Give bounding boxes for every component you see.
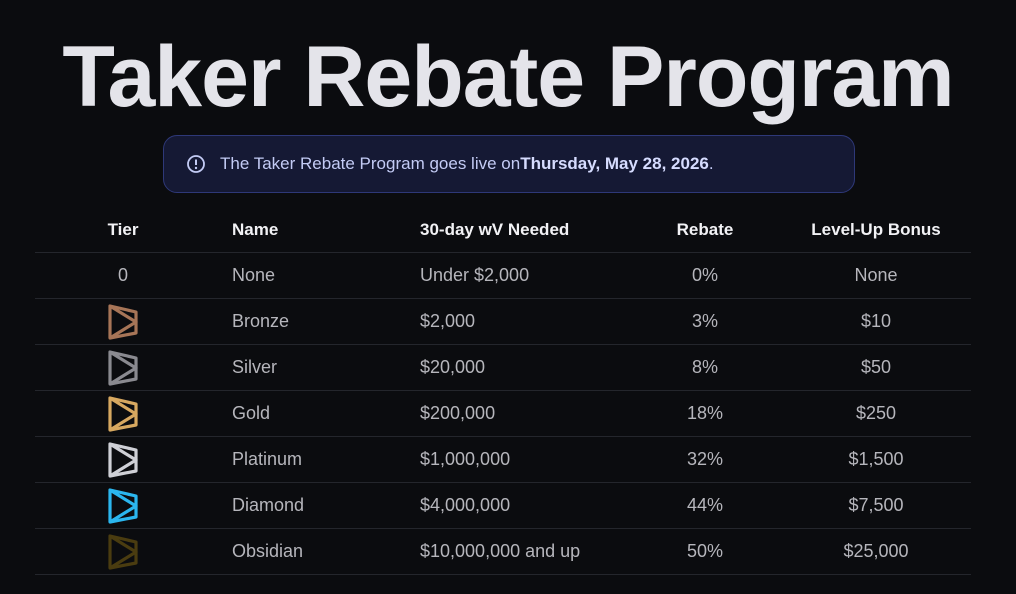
tier-row: Platinum $1,000,000 32% $1,500 (35, 437, 971, 483)
tier-cell (35, 303, 211, 341)
tier-name: Obsidian (232, 541, 304, 561)
tier-number: 0 (117, 265, 128, 285)
tier-rebate: 8% (691, 357, 718, 377)
tier-cell (35, 533, 211, 571)
banner-date: Thursday, May 28, 2026 (520, 154, 709, 173)
tier-volume: $4,000,000 (420, 495, 511, 515)
banner-text: The Taker Rebate Program goes live on (220, 154, 521, 173)
tier-rebate: 50% (686, 541, 724, 561)
column-header: Name (232, 219, 279, 239)
tier-icon (108, 441, 138, 478)
tier-bonus: $7,500 (848, 495, 904, 515)
tier-row: Bronze $2,000 3% $10 (35, 299, 971, 345)
tier-cell (35, 441, 211, 479)
tier-rebate: 3% (691, 311, 718, 331)
tier-row: Obsidian $10,000,000 and up 50% $25,000 (35, 529, 971, 575)
tier-rebate: 44% (686, 495, 724, 515)
tier-cell (35, 395, 211, 433)
tier-bonus: $50 (860, 357, 892, 377)
tier-rebate: 18% (686, 403, 724, 423)
column-header: Level-Up Bonus (811, 219, 941, 239)
tier-cell (35, 487, 211, 525)
tier-name: Gold (232, 403, 271, 423)
tier-icon (108, 487, 138, 524)
column-header: 30-day wV Needed (420, 219, 570, 239)
tier-bonus: $1,500 (848, 449, 904, 469)
tier-cell (35, 349, 211, 387)
tier-table: Tier Name 30-day wV Needed Rebate Level-Up B… (35, 207, 971, 575)
header-row: Tier Name 30-day wV Needed Rebate Level-Up B… (35, 207, 971, 253)
tier-icon (108, 395, 138, 432)
tier-icon (108, 533, 138, 570)
tier-volume: $2,000 (420, 311, 476, 331)
tier-row: Gold $200,000 18% $250 (35, 391, 971, 437)
tier-name: None (232, 265, 276, 285)
tier-row: Diamond $4,000,000 44% $7,500 (35, 483, 971, 529)
tier-name: Bronze (232, 311, 290, 331)
announcement-banner: The Taker Rebate Program goes live on Th… (163, 135, 855, 193)
tier-row: Silver $20,000 8% $50 (35, 345, 971, 391)
tier-volume: $200,000 (420, 403, 496, 423)
tier-bonus: $250 (855, 403, 897, 423)
tier-bonus: None (854, 265, 898, 285)
tier-name: Platinum (232, 449, 303, 469)
page-title: Taker Rebate Program (62, 29, 954, 125)
tier-icon (108, 349, 138, 386)
tier-rebate: 0% (691, 265, 718, 285)
info-icon (187, 155, 205, 173)
column-header: Rebate (676, 219, 734, 239)
tier-bonus: $25,000 (843, 541, 909, 561)
column-header: Tier (107, 219, 139, 239)
tier-volume: Under $2,000 (420, 265, 530, 285)
tier-volume: $1,000,000 (420, 449, 511, 469)
tier-icon (108, 303, 138, 340)
tier-rebate: 32% (686, 449, 724, 469)
tier-name: Silver (232, 357, 278, 377)
tier-volume: $20,000 (420, 357, 486, 377)
tier-volume: $10,000,000 and up (420, 541, 581, 561)
tier-bonus: $10 (860, 311, 892, 331)
tier-row: 0 None Under $2,000 0% None (35, 253, 971, 299)
banner-end: . (708, 154, 714, 173)
tier-name: Diamond (232, 495, 305, 515)
